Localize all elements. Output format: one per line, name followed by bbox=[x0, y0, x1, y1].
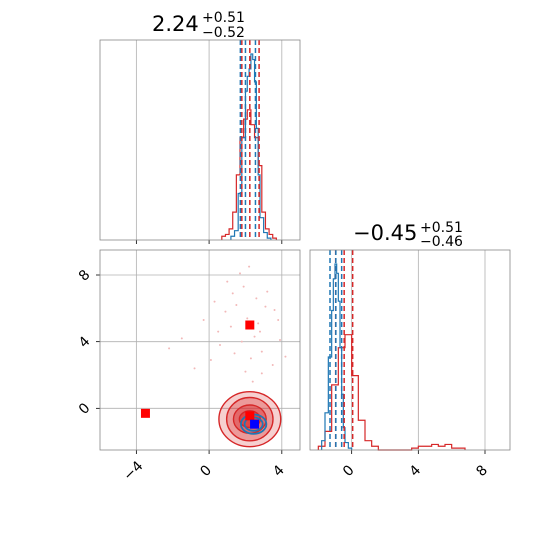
scatter-point bbox=[209, 359, 212, 361]
plot-area bbox=[100, 250, 300, 450]
scatter-point bbox=[229, 325, 232, 328]
square-marker bbox=[245, 411, 255, 421]
scatter-point bbox=[235, 304, 238, 306]
scatter-point bbox=[219, 344, 221, 346]
scatter-point bbox=[224, 310, 227, 313]
scatter-point bbox=[233, 352, 236, 355]
scatter-point bbox=[273, 309, 276, 311]
scatter-point bbox=[202, 319, 205, 321]
scatter-point bbox=[193, 367, 196, 370]
scatter-point bbox=[251, 380, 254, 383]
axes-frame bbox=[99, 249, 301, 451]
scatter-point bbox=[249, 357, 252, 360]
scatter-point bbox=[246, 317, 249, 320]
scatter-point bbox=[271, 364, 274, 366]
axes-frame bbox=[99, 39, 301, 241]
scatter-point bbox=[180, 337, 183, 340]
plot-area bbox=[310, 250, 510, 450]
scatter-point bbox=[277, 319, 280, 321]
scatter-point bbox=[257, 322, 260, 325]
scatter-point bbox=[231, 292, 234, 295]
scatter-point bbox=[242, 285, 245, 288]
title-p2-lower: −0.46 bbox=[420, 234, 463, 250]
square-marker bbox=[250, 419, 260, 429]
histogram-step-series-1 bbox=[221, 109, 277, 240]
scatter-point bbox=[264, 305, 267, 308]
title-p2-upper: +0.51 bbox=[420, 220, 463, 236]
square-marker bbox=[140, 408, 150, 418]
title-p1: 2.24 +0.51 −0.52 bbox=[152, 10, 245, 41]
scatter-point bbox=[284, 355, 287, 358]
scatter-point bbox=[279, 339, 281, 341]
scatter-point bbox=[213, 300, 216, 303]
scatter-point bbox=[217, 330, 220, 333]
title-p1-value: 2.24 bbox=[152, 12, 199, 36]
title-p1-lower: −0.52 bbox=[202, 25, 245, 41]
scatter-point bbox=[253, 335, 256, 338]
scatter-point bbox=[266, 290, 269, 293]
scatter-point bbox=[248, 265, 251, 268]
scatter-point bbox=[255, 297, 258, 300]
histogram-step-series-2 bbox=[230, 53, 272, 240]
scatter-point bbox=[240, 340, 243, 343]
scatter-point bbox=[260, 372, 263, 375]
scatter-point bbox=[259, 330, 261, 333]
axes-frame bbox=[309, 249, 511, 451]
histogram-step-series-2 bbox=[321, 263, 353, 450]
scatter-point bbox=[226, 280, 229, 283]
title-p2-value: −0.45 bbox=[353, 221, 417, 245]
plot-area bbox=[100, 40, 300, 240]
scatter-point bbox=[244, 370, 247, 373]
scatter-point bbox=[239, 272, 241, 275]
title-p1-upper: +0.51 bbox=[202, 10, 245, 26]
scatter-point bbox=[260, 350, 263, 353]
title-p2: −0.45 +0.51 −0.46 bbox=[353, 220, 463, 250]
square-marker bbox=[245, 320, 255, 330]
histogram-panel-p1 bbox=[99, 39, 301, 244]
scatter-point bbox=[168, 347, 171, 350]
